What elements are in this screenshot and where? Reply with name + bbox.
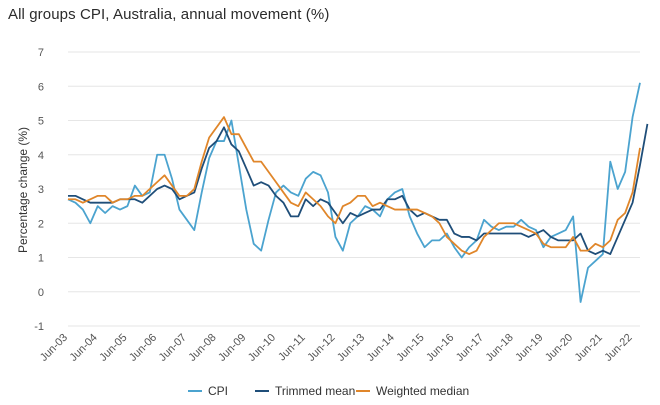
x-tick-label: Jun-08	[186, 332, 218, 364]
series-line-cpi	[67, 82, 641, 303]
series-line-trimmed-mean	[68, 123, 649, 255]
series-line-weighted-median	[68, 116, 641, 255]
x-tick-label: Jun-18	[484, 332, 516, 364]
y-tick-label: 3	[38, 184, 44, 196]
y-axis-ticks: 7 6 5 4 3 2 1 0 -1	[34, 47, 44, 333]
y-tick-label: 2	[38, 218, 44, 230]
x-axis-ticks: Jun-03Jun-04Jun-05Jun-06Jun-07Jun-08Jun-…	[38, 332, 635, 364]
x-tick-label: Jun-21	[573, 332, 605, 364]
gridlines	[68, 51, 640, 327]
x-tick-label: Jun-06	[127, 332, 159, 364]
x-tick-label: Jun-17	[454, 332, 486, 364]
y-tick-label: 6	[38, 81, 44, 93]
legend-label: Trimmed mean	[275, 384, 355, 398]
y-tick-label: 1	[38, 253, 44, 265]
legend-label: Weighted median	[376, 384, 469, 398]
x-tick-label: Jun-16	[424, 332, 456, 364]
x-tick-label: Jun-12	[305, 332, 337, 364]
x-tick-label: Jun-07	[157, 332, 189, 364]
x-tick-label: Jun-09	[216, 332, 248, 364]
x-tick-label: Jun-15	[394, 332, 426, 364]
y-tick-label: 7	[38, 47, 44, 59]
legend: CPI Trimmed mean Weighted median	[188, 384, 469, 398]
y-tick-label: -1	[34, 321, 44, 333]
x-tick-label: Jun-11	[276, 332, 308, 364]
x-tick-label: Jun-20	[543, 332, 575, 364]
chart-title: All groups CPI, Australia, annual moveme…	[8, 6, 330, 23]
series-lines	[67, 82, 649, 303]
x-tick-label: Jun-10	[246, 332, 278, 364]
y-tick-label: 4	[38, 150, 44, 162]
x-tick-label: Jun-05	[97, 332, 129, 364]
x-tick-label: Jun-19	[513, 332, 545, 364]
legend-label: CPI	[208, 384, 228, 398]
y-tick-label: 5	[38, 116, 44, 128]
y-tick-label: 0	[38, 287, 44, 299]
x-tick-label: Jun-22	[602, 332, 634, 364]
x-tick-label: Jun-13	[335, 332, 367, 364]
y-axis-label: Percentage change (%)	[16, 127, 30, 253]
x-tick-label: Jun-04	[68, 332, 100, 364]
x-tick-label: Jun-14	[365, 332, 397, 364]
x-tick-label: Jun-03	[38, 332, 70, 364]
